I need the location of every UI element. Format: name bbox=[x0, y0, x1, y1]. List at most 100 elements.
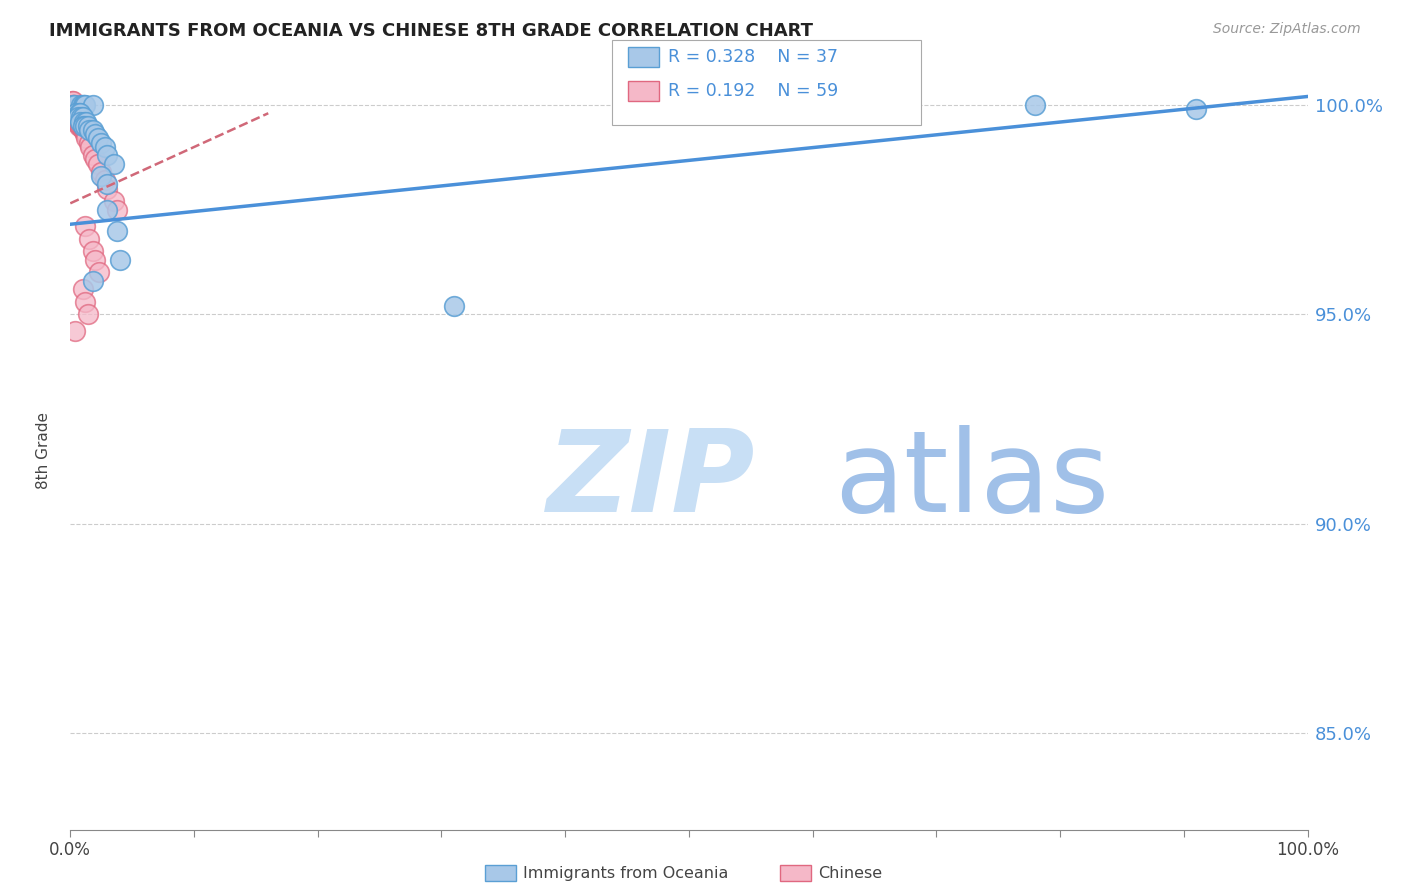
Point bbox=[75, 114, 97, 128]
Point bbox=[70, 114, 93, 128]
Text: Chinese: Chinese bbox=[818, 866, 883, 880]
Point bbox=[105, 202, 128, 217]
Point bbox=[84, 127, 107, 141]
Text: R = 0.328    N = 37: R = 0.328 N = 37 bbox=[668, 48, 838, 66]
Point bbox=[63, 98, 86, 112]
Point bbox=[65, 102, 87, 116]
Point bbox=[90, 165, 112, 179]
Point bbox=[84, 153, 107, 167]
Point bbox=[1185, 102, 1208, 116]
Point bbox=[77, 232, 100, 246]
Point bbox=[65, 106, 87, 120]
Point bbox=[65, 106, 87, 120]
Point bbox=[65, 98, 87, 112]
Point bbox=[82, 244, 104, 259]
Point bbox=[66, 111, 89, 125]
Point bbox=[96, 148, 118, 162]
Point bbox=[84, 252, 107, 267]
Point bbox=[70, 111, 93, 125]
Point bbox=[1024, 98, 1046, 112]
Text: 8th Grade: 8th Grade bbox=[35, 412, 51, 489]
Point bbox=[72, 119, 94, 133]
Point bbox=[77, 136, 100, 150]
Point bbox=[443, 299, 465, 313]
Point bbox=[67, 106, 90, 120]
Point bbox=[96, 181, 118, 195]
Point bbox=[66, 111, 89, 125]
Point bbox=[82, 148, 104, 162]
Point bbox=[76, 119, 98, 133]
Point bbox=[75, 123, 97, 137]
Point bbox=[63, 106, 86, 120]
Point bbox=[62, 98, 84, 112]
Point bbox=[75, 219, 97, 234]
Point bbox=[70, 98, 93, 112]
Text: Immigrants from Oceania: Immigrants from Oceania bbox=[523, 866, 728, 880]
Point bbox=[69, 114, 91, 128]
Point bbox=[73, 119, 96, 133]
Text: IMMIGRANTS FROM OCEANIA VS CHINESE 8TH GRADE CORRELATION CHART: IMMIGRANTS FROM OCEANIA VS CHINESE 8TH G… bbox=[49, 22, 813, 40]
Point bbox=[75, 119, 97, 133]
Point bbox=[82, 123, 104, 137]
Point bbox=[65, 102, 87, 116]
Point bbox=[105, 223, 128, 237]
Point bbox=[70, 111, 93, 125]
Point bbox=[103, 194, 125, 209]
Point bbox=[63, 102, 86, 116]
Point bbox=[94, 140, 117, 154]
Text: atlas: atlas bbox=[834, 425, 1109, 536]
Point bbox=[62, 102, 84, 116]
Point bbox=[82, 98, 104, 112]
Point bbox=[62, 94, 84, 108]
Point bbox=[69, 106, 91, 120]
Point bbox=[103, 156, 125, 170]
Point bbox=[72, 282, 94, 296]
Point bbox=[96, 178, 118, 192]
Point bbox=[72, 114, 94, 128]
Point bbox=[72, 123, 94, 137]
Point bbox=[62, 98, 84, 112]
Point bbox=[75, 294, 97, 309]
Point bbox=[63, 98, 86, 112]
Point bbox=[76, 307, 98, 321]
Point bbox=[67, 119, 90, 133]
Point bbox=[108, 252, 131, 267]
Point bbox=[87, 265, 110, 279]
Point bbox=[73, 123, 96, 137]
Point bbox=[65, 114, 87, 128]
Point bbox=[75, 131, 97, 145]
Point bbox=[67, 106, 90, 120]
Text: Source: ZipAtlas.com: Source: ZipAtlas.com bbox=[1213, 22, 1361, 37]
Point bbox=[69, 119, 91, 133]
Point bbox=[72, 119, 94, 133]
Text: ZIP: ZIP bbox=[547, 425, 755, 536]
Point bbox=[75, 127, 97, 141]
Point bbox=[79, 140, 101, 154]
Point bbox=[96, 202, 118, 217]
Point bbox=[69, 111, 91, 125]
Text: R = 0.192    N = 59: R = 0.192 N = 59 bbox=[668, 82, 838, 100]
Point bbox=[65, 111, 87, 125]
Point bbox=[66, 106, 89, 120]
Point bbox=[77, 123, 100, 137]
Point bbox=[82, 274, 104, 288]
Point bbox=[94, 173, 117, 187]
Point bbox=[72, 98, 94, 112]
Point bbox=[86, 131, 108, 145]
Point bbox=[73, 114, 96, 128]
Point bbox=[67, 111, 90, 125]
Point bbox=[90, 136, 112, 150]
Point bbox=[69, 114, 91, 128]
Point bbox=[66, 102, 89, 116]
Point bbox=[73, 98, 96, 112]
Point bbox=[75, 98, 97, 112]
Point bbox=[72, 111, 94, 125]
Point bbox=[90, 169, 112, 183]
Point bbox=[65, 111, 87, 125]
Point bbox=[65, 324, 87, 338]
Point bbox=[60, 98, 83, 112]
Point bbox=[65, 106, 87, 120]
Point bbox=[67, 114, 90, 128]
Point bbox=[703, 102, 725, 116]
Point bbox=[66, 114, 89, 128]
